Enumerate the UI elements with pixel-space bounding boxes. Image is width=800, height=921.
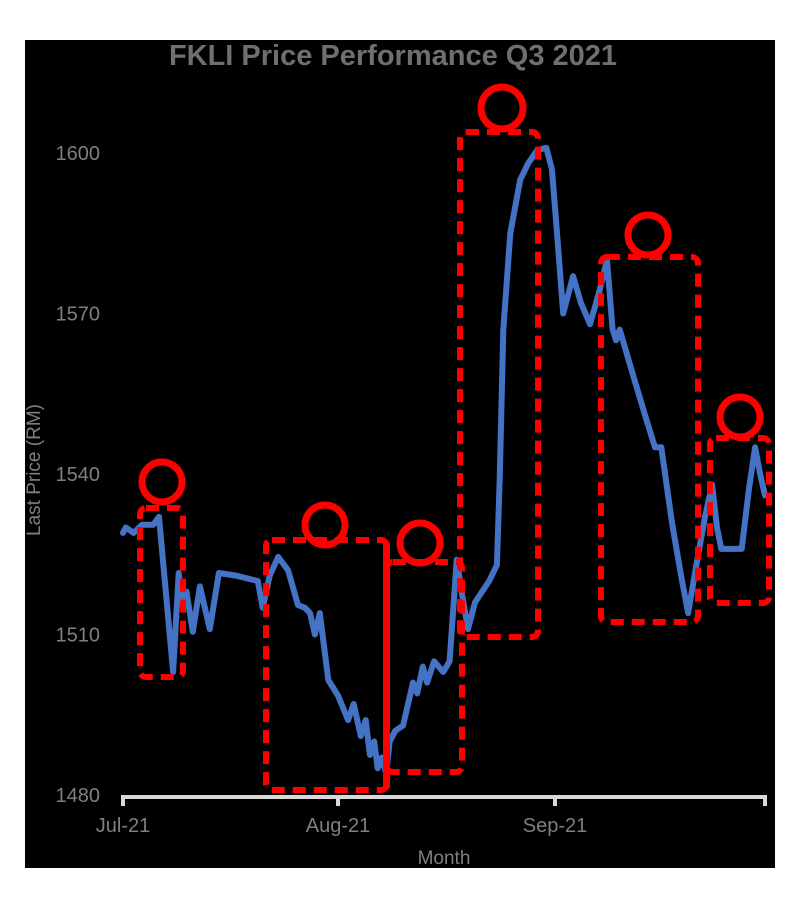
x-tick-label: Sep-21 — [523, 815, 588, 837]
x-axis — [121, 795, 767, 806]
annotation-circle — [301, 501, 349, 549]
y-tick-label: 1510 — [56, 625, 101, 647]
x-axis-title: Month — [418, 848, 471, 869]
annotation-circle — [716, 393, 764, 441]
price-line — [120, 144, 768, 777]
y-tick-label: 1480 — [56, 785, 101, 807]
annotation-circle — [624, 211, 672, 259]
x-axis-tick-labels: Jul-21 Aug-21 Sep-21 — [96, 815, 587, 837]
price-line-series — [120, 144, 768, 777]
y-tick-label: 1600 — [56, 143, 101, 165]
y-tick-label: 1570 — [56, 304, 101, 326]
y-axis-tick-labels: 1600 1570 1540 1510 1480 — [56, 143, 101, 807]
x-tick-label: Jul-21 — [96, 815, 150, 837]
annotation-circle — [477, 83, 527, 133]
y-axis-title: Last Price (RM) — [24, 404, 45, 536]
chart-title: FKLI Price Performance Q3 2021 — [169, 40, 617, 72]
annotation-circle — [138, 458, 186, 506]
highlight-annotations — [137, 83, 772, 793]
x-tick-label: Aug-21 — [306, 815, 371, 837]
annotation-rect — [137, 505, 186, 680]
y-tick-label: 1540 — [56, 464, 101, 486]
annotation-circle — [396, 519, 444, 567]
